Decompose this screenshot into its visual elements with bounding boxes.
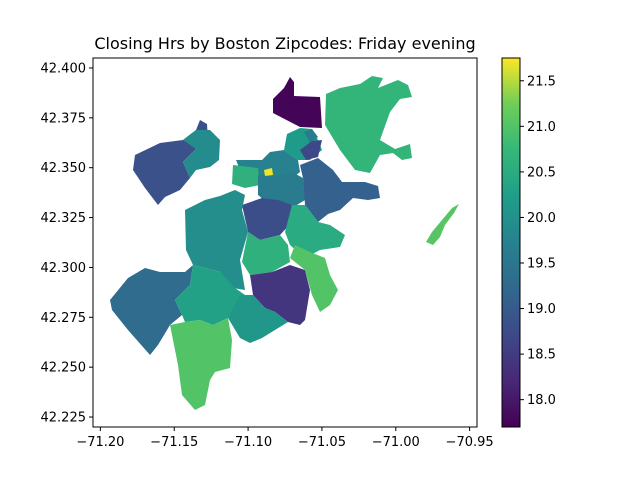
y-axis: 42.225 42.250 42.275 42.300 42.325 42.350 42.3… <box>41 61 93 426</box>
region-kenmore <box>264 168 273 176</box>
x-tick-label: −71.05 <box>298 435 346 450</box>
map-regions <box>110 76 459 410</box>
colorbar-tick-label: 19.0 <box>527 302 556 317</box>
region-hyde-park <box>170 318 232 410</box>
y-tick-label: 42.400 <box>41 61 87 76</box>
region-allston <box>183 130 220 178</box>
y-tick-label: 42.325 <box>41 211 87 226</box>
region-roxbury <box>242 198 292 240</box>
y-tick-label: 42.225 <box>41 411 87 426</box>
region-beacon-hill <box>304 129 318 143</box>
x-tick-label: −71.15 <box>150 435 198 450</box>
region-roxbury-south <box>242 232 290 275</box>
x-tick-label: −71.00 <box>372 435 420 450</box>
y-tick-label: 42.300 <box>41 261 87 276</box>
x-tick-label: −71.20 <box>76 435 124 450</box>
plot-area-frame <box>92 57 478 428</box>
colorbar-tick-label: 21.5 <box>527 74 556 89</box>
colorbar: 18.0 18.5 19.0 19.5 20.0 20.5 21.0 21.5 <box>501 57 556 428</box>
colorbar-gradient <box>501 57 521 428</box>
colorbar-tick-label: 18.5 <box>527 348 556 363</box>
region-south-boston <box>300 158 380 222</box>
region-downtown <box>300 140 322 160</box>
colorbar-ticks: 18.0 18.5 19.0 19.5 20.0 20.5 21.0 21.5 <box>520 74 556 408</box>
colorbar-tick-label: 19.5 <box>527 257 556 272</box>
region-west-roxbury <box>110 265 193 355</box>
region-jamaica-plain <box>185 190 248 290</box>
y-tick-label: 42.350 <box>41 161 87 176</box>
region-charlestown-north <box>273 77 322 128</box>
region-mattapan <box>228 295 288 343</box>
y-tick-label: 42.250 <box>41 361 87 376</box>
colorbar-tick-label: 20.5 <box>527 165 556 180</box>
region-fenway <box>232 165 260 188</box>
chart-title: Closing Hrs by Boston Zipcodes: Friday e… <box>94 34 475 53</box>
region-dorchester-center <box>250 265 310 325</box>
region-roslindale <box>175 265 245 325</box>
x-tick-label: −70.95 <box>446 435 494 450</box>
y-tick-label: 42.275 <box>41 311 87 326</box>
region-east-boston <box>325 76 412 173</box>
colorbar-tick-label: 18.0 <box>527 393 556 408</box>
region-winthrop-strip <box>426 204 459 245</box>
y-tick-label: 42.375 <box>41 111 87 126</box>
colorbar-tick-label: 20.0 <box>527 211 556 226</box>
region-dorchester-north <box>285 205 345 258</box>
x-tick-label: −71.10 <box>224 435 272 450</box>
x-axis: −71.20 −71.15 −71.10 −71.05 −71.00 −70.95 <box>76 427 494 450</box>
region-dorchester-east <box>290 245 338 312</box>
colorbar-tick-label: 21.0 <box>527 120 556 135</box>
